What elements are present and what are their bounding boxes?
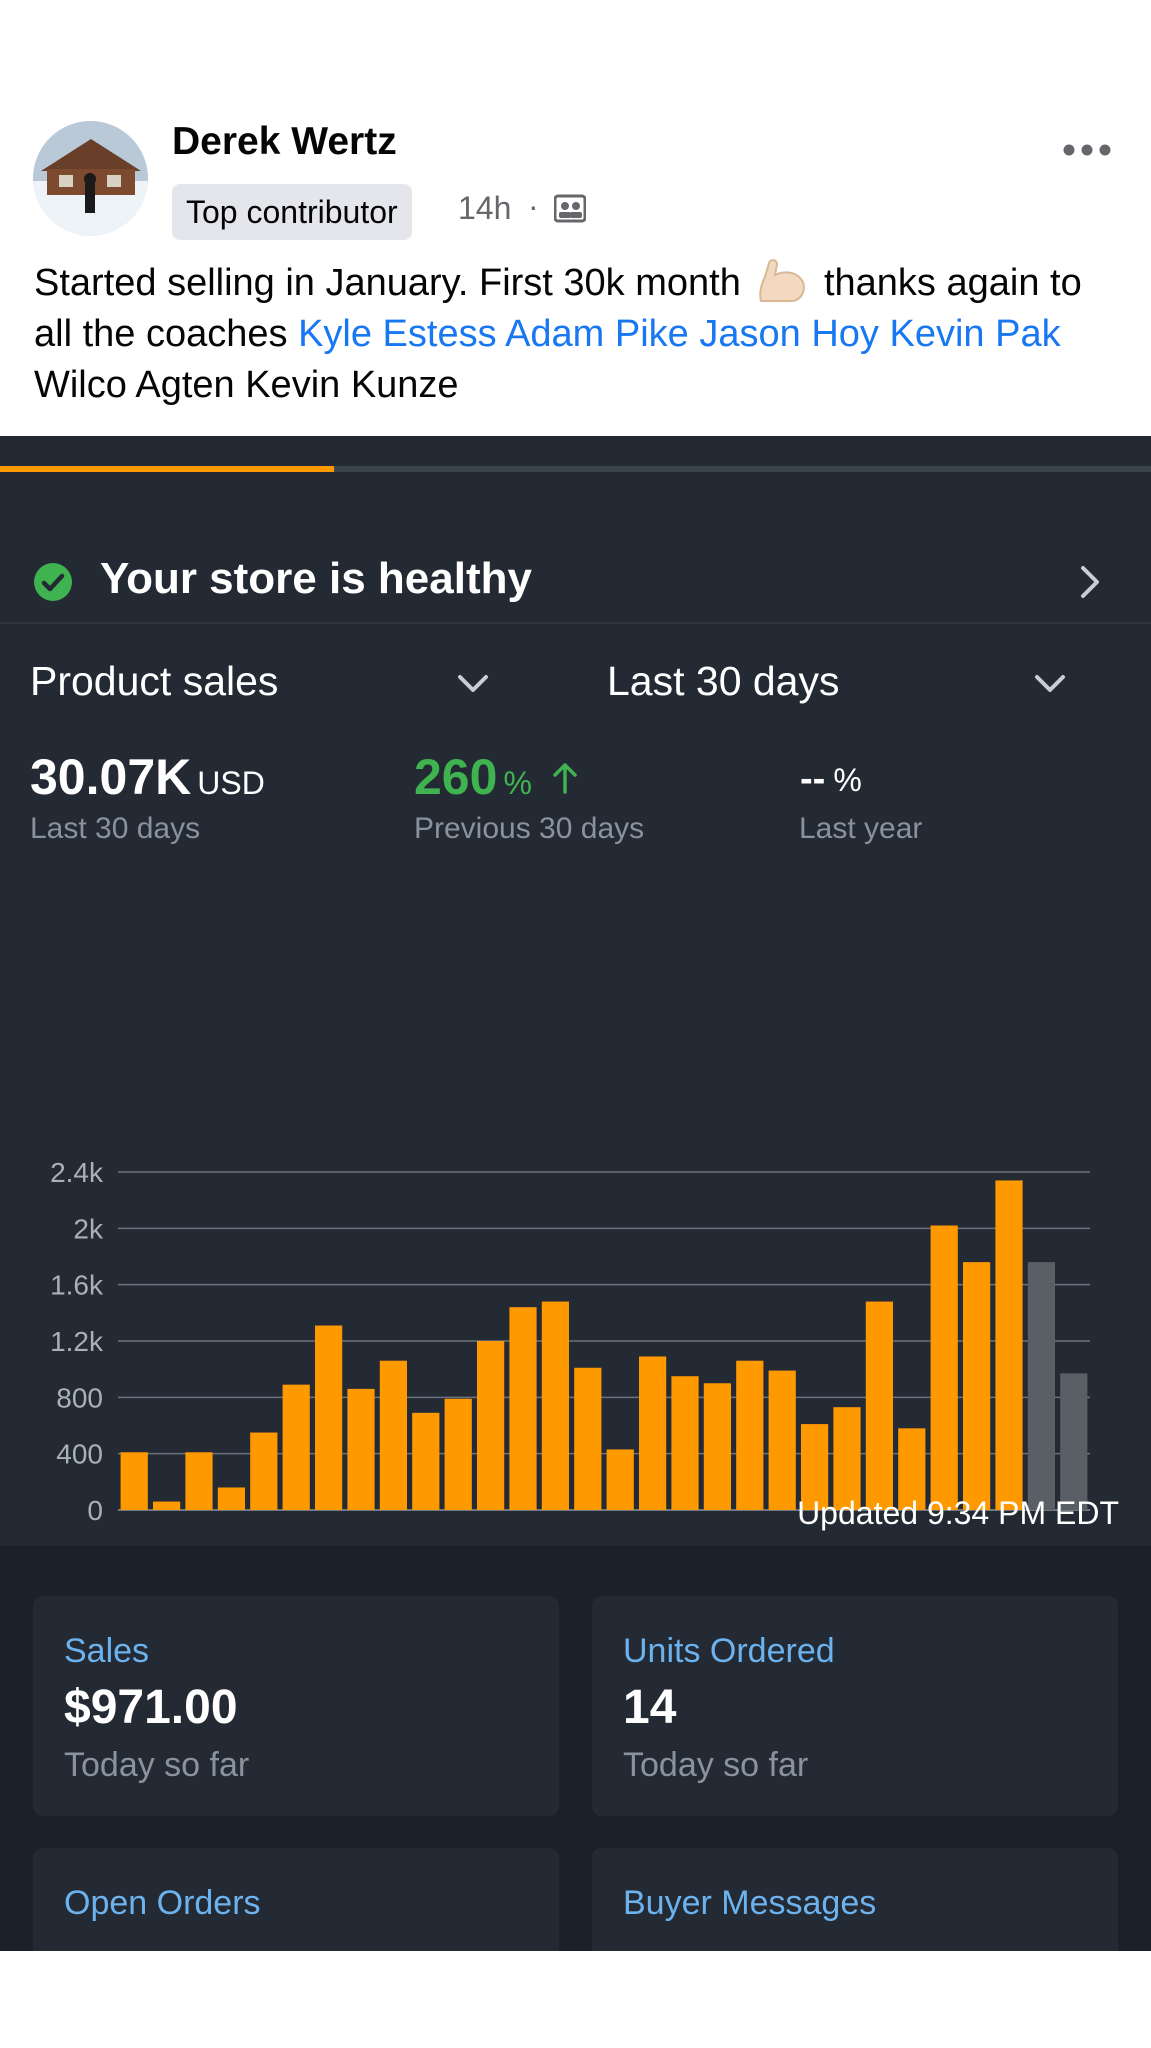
open-orders-card[interactable]: Open Orders (33, 1848, 559, 1951)
chevron-right-icon (1081, 566, 1099, 598)
mention-link[interactable]: Adam Pike (505, 313, 689, 355)
kpi-lastyear-caption: Last year (799, 812, 923, 845)
mention-link[interactable]: Jason Hoy (699, 313, 879, 355)
y-tick-label: 800 (56, 1382, 103, 1413)
chevron-down-icon (458, 675, 488, 692)
post-text-names: Wilco Agten Kevin Kunze (34, 364, 459, 406)
store-health-text: Your store is healthy (100, 554, 532, 603)
kpi-growth-caption: Previous 30 days (414, 812, 645, 845)
chart-bar[interactable] (314, 1325, 343, 1510)
chart-bar[interactable] (574, 1367, 602, 1510)
store-health-row[interactable]: Your store is healthy (0, 472, 1151, 624)
metric-select[interactable]: Product sales (30, 658, 490, 718)
chart-bar-projected[interactable] (1027, 1262, 1056, 1510)
chart-bar[interactable] (412, 1412, 440, 1510)
story-progress-fill (0, 466, 334, 472)
chart-bar[interactable] (865, 1301, 894, 1510)
chart-bar[interactable] (638, 1356, 667, 1510)
post-time[interactable]: 14h (458, 190, 512, 226)
y-tick-label: 2k (73, 1213, 104, 1244)
y-tick-label: 0 (87, 1495, 103, 1526)
y-tick-label: 1.2k (50, 1326, 104, 1357)
chart-bar[interactable] (898, 1428, 926, 1510)
chevron-down-icon (1035, 675, 1065, 692)
author-name[interactable]: Derek Wertz (172, 120, 397, 163)
card-value: 14 (623, 1681, 677, 1734)
flexed-biceps-emoji (759, 259, 806, 302)
y-tick-label: 1.6k (50, 1270, 104, 1301)
chart-bar[interactable] (282, 1384, 310, 1510)
chart-bar[interactable] (185, 1452, 213, 1510)
card-caption: Today so far (64, 1746, 250, 1784)
kpi-lastyear-value: -- (800, 758, 826, 800)
post-header: Derek Wertz Top contributor 14h · Starte… (0, 0, 1151, 436)
chart-bar[interactable] (476, 1341, 505, 1510)
bottom-blank-area (0, 1951, 1151, 2048)
buyer-messages-card[interactable]: Buyer Messages (592, 1848, 1118, 1951)
card-title: Buyer Messages (623, 1884, 877, 1922)
card-title: Sales (64, 1632, 150, 1670)
group-audience-icon (554, 194, 586, 223)
kpi-lastyear: --% (800, 758, 862, 801)
card-caption: Today so far (623, 1746, 809, 1784)
chart-bar[interactable] (379, 1360, 408, 1510)
mention-link[interactable]: Kyle Estess (298, 313, 497, 355)
chart-bar[interactable] (671, 1376, 699, 1510)
kpi-total-unit: USD (197, 765, 265, 801)
chart-bar[interactable] (768, 1370, 796, 1510)
mention-link[interactable]: Kevin Pak (889, 313, 1061, 355)
chart-bar[interactable] (995, 1180, 1023, 1510)
arrow-up-icon (553, 763, 577, 794)
avatar[interactable] (33, 121, 148, 236)
date-range-value: Last 30 days (607, 658, 840, 704)
chart-bar[interactable] (217, 1487, 246, 1510)
chart-bar[interactable] (962, 1262, 991, 1510)
post-text: Started selling in January. First 30k mo… (34, 258, 1124, 411)
chart-bar[interactable] (152, 1501, 181, 1510)
kpi-growth-value: 260 (414, 749, 498, 805)
chart-bar[interactable] (541, 1301, 570, 1510)
card-title: Units Ordered (623, 1632, 835, 1670)
post-text-intro: Started selling in January. First 30k mo… (34, 262, 741, 304)
more-horizontal-icon[interactable] (1062, 140, 1112, 160)
y-tick-label: 2.4k (50, 1157, 104, 1188)
date-range-select[interactable]: Last 30 days (607, 658, 1067, 718)
chart-bar[interactable] (736, 1360, 764, 1510)
card-title: Open Orders (64, 1884, 261, 1922)
seller-dashboard-image: Your store is healthy Product sales Last… (0, 436, 1151, 1951)
chart-bar[interactable] (800, 1424, 829, 1510)
chart-bar[interactable] (703, 1383, 732, 1510)
chart-bar[interactable] (250, 1432, 278, 1510)
chart-bar[interactable] (509, 1307, 537, 1510)
top-contributor-badge: Top contributor (172, 184, 412, 240)
chart-bar[interactable] (444, 1398, 472, 1510)
story-progress-track (0, 466, 1151, 472)
card-value: $971.00 (64, 1681, 238, 1734)
kpi-lastyear-unit: % (833, 762, 862, 798)
kpi-total-caption: Last 30 days (30, 812, 201, 845)
chart-bar[interactable] (930, 1225, 958, 1510)
chart-bar[interactable] (833, 1407, 861, 1510)
chart-bar[interactable] (606, 1449, 634, 1510)
summary-cards-area: Sales $971.00 Today so far Units Ordered… (0, 1546, 1151, 1951)
kpi-growth-unit: % (503, 765, 532, 801)
units-ordered-card[interactable]: Units Ordered 14 Today so far (592, 1596, 1118, 1816)
metric-select-value: Product sales (30, 658, 279, 704)
chart-bar[interactable] (120, 1452, 148, 1510)
updated-timestamp: Updated 9:34 PM EDT (797, 1495, 1119, 1531)
separator-dot: · (528, 188, 539, 224)
kpi-growth: 260% (414, 748, 580, 806)
kpi-total: 30.07K USD (30, 748, 265, 806)
sales-card[interactable]: Sales $971.00 Today so far (33, 1596, 559, 1816)
check-circle-icon (34, 563, 72, 601)
post-text-thanks: thanks again to all the coaches (34, 262, 1082, 355)
y-tick-label: 400 (56, 1439, 103, 1470)
kpi-total-value: 30.07K (30, 749, 192, 805)
chart-bar[interactable] (347, 1388, 375, 1510)
chart-bar-projected[interactable] (1060, 1373, 1088, 1510)
